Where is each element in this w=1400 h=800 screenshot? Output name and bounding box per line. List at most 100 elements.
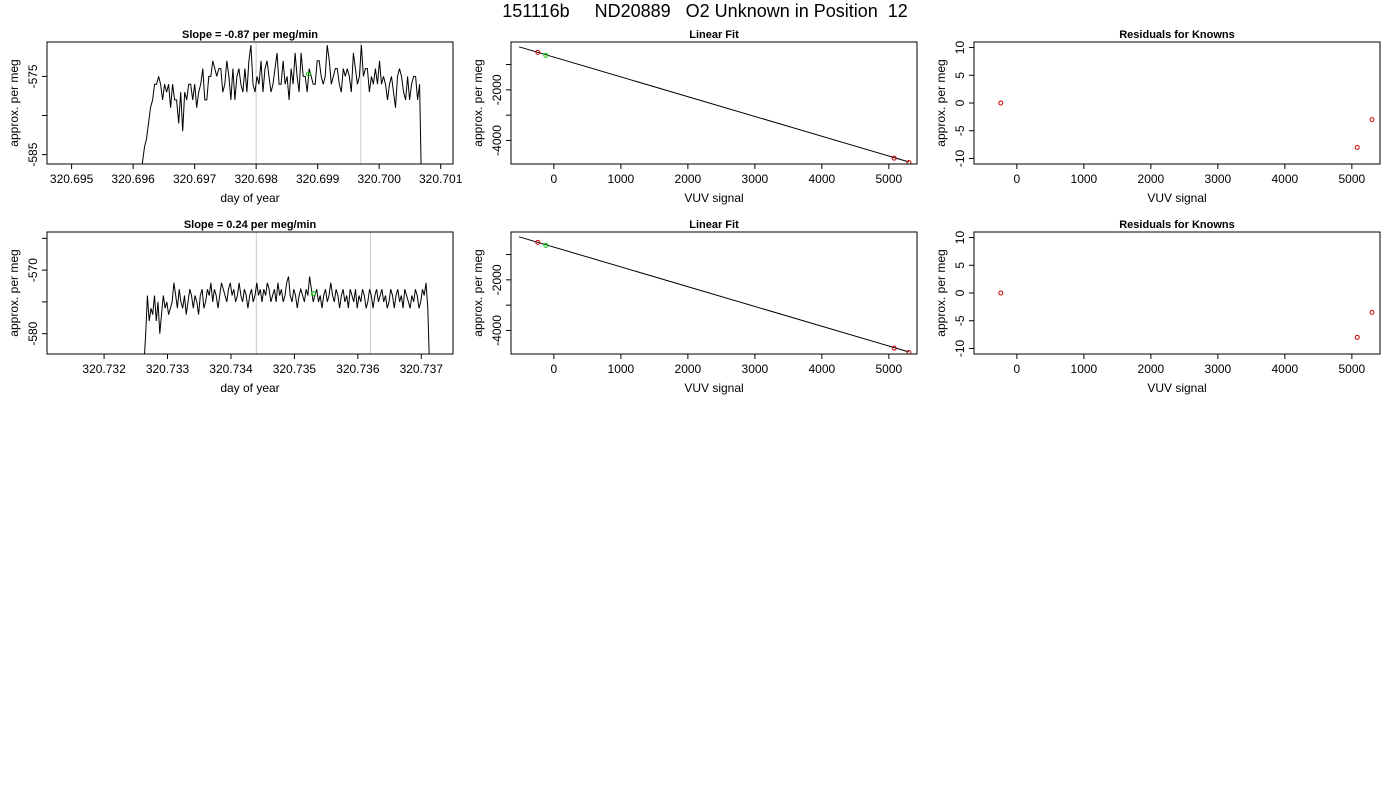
fit-line bbox=[518, 46, 910, 163]
y-tick-label: -10 bbox=[953, 149, 967, 167]
known-point bbox=[891, 345, 897, 351]
plot-area bbox=[518, 46, 912, 164]
x-tick-label: 4000 bbox=[809, 172, 836, 186]
y-tick-label: -2000 bbox=[490, 74, 504, 105]
known-point bbox=[891, 155, 897, 161]
plot-frame bbox=[973, 41, 1381, 165]
x-tick-label: 3000 bbox=[1205, 172, 1232, 186]
chart-panel-5: Linear Fit 0 1000 2000 3000 4000 5000 VUV signa… bbox=[471, 219, 918, 395]
x-tick-label: 2000 bbox=[1138, 362, 1165, 376]
x-tick-label: 0 bbox=[1014, 172, 1021, 186]
y-tick-label: 10 bbox=[953, 231, 967, 245]
x-tick-label: 0 bbox=[1014, 362, 1021, 376]
x-tick-label: 2000 bbox=[675, 172, 702, 186]
plot-area bbox=[141, 42, 422, 164]
chart-title: Linear Fit bbox=[689, 29, 739, 41]
y-axis-label: approx. per meg bbox=[934, 249, 948, 336]
plot-frame bbox=[510, 231, 918, 355]
y-tick-label: -4000 bbox=[490, 315, 504, 346]
x-tick-label: 320.696 bbox=[111, 172, 155, 186]
unknown-marker bbox=[310, 291, 316, 297]
x-tick-label: 320.732 bbox=[82, 362, 126, 376]
x-tick-label: 320.699 bbox=[296, 172, 340, 186]
x-tick-label: 320.701 bbox=[419, 172, 463, 186]
x-tick-label: 2000 bbox=[675, 362, 702, 376]
x-tick-label: 5000 bbox=[1339, 362, 1366, 376]
plot-frame bbox=[46, 231, 454, 355]
x-tick-label: 320.695 bbox=[50, 172, 94, 186]
plot-area bbox=[998, 227, 1375, 340]
known-point bbox=[906, 349, 912, 354]
y-tick-label: -575 bbox=[26, 64, 40, 88]
x-axis-label: VUV signal bbox=[1147, 381, 1206, 395]
y-tick-label: 5 bbox=[953, 72, 967, 79]
chart-title: Residuals for Knowns bbox=[1119, 29, 1235, 41]
x-tick-label: 5000 bbox=[1339, 172, 1366, 186]
x-axis-label: VUV signal bbox=[1147, 191, 1206, 205]
chart-title: Slope = 0.24 per meg/min bbox=[184, 219, 317, 231]
x-axis-label: day of year bbox=[220, 381, 279, 395]
fit-line bbox=[518, 236, 910, 353]
known-point bbox=[535, 49, 541, 55]
residual-point bbox=[1357, 227, 1361, 231]
chart-panel-3: Residuals for Knowns 0 1000 2000 3000 4000 500… bbox=[934, 29, 1381, 205]
residual-point bbox=[1354, 334, 1360, 340]
x-tick-label: 4000 bbox=[809, 362, 836, 376]
chart-title: Linear Fit bbox=[689, 219, 739, 231]
chart-title: Slope = -0.87 per meg/min bbox=[182, 29, 318, 41]
x-tick-label: 0 bbox=[551, 362, 558, 376]
x-tick-label: 320.735 bbox=[273, 362, 317, 376]
series-line bbox=[141, 45, 422, 164]
x-tick-label: 320.737 bbox=[400, 362, 444, 376]
y-tick-label: 10 bbox=[953, 41, 967, 55]
residual-point bbox=[1354, 144, 1360, 150]
plot-frame bbox=[510, 41, 918, 165]
x-tick-label: 320.697 bbox=[173, 172, 217, 186]
y-axis-label: approx. per meg bbox=[7, 59, 21, 146]
x-tick-label: 1000 bbox=[608, 172, 635, 186]
y-tick-label: 0 bbox=[953, 289, 967, 296]
series-line bbox=[144, 276, 430, 354]
x-tick-label: 1000 bbox=[1071, 172, 1098, 186]
plot-area bbox=[518, 236, 912, 354]
y-tick-label: -4000 bbox=[490, 125, 504, 156]
plot-area bbox=[144, 232, 430, 354]
residual-point bbox=[1369, 117, 1375, 123]
y-tick-label: 5 bbox=[953, 262, 967, 269]
y-tick-label: -5 bbox=[953, 125, 967, 136]
x-axis-label: day of year bbox=[220, 191, 279, 205]
x-tick-label: 5000 bbox=[876, 172, 903, 186]
x-tick-label: 5000 bbox=[876, 362, 903, 376]
x-axis-label: VUV signal bbox=[684, 191, 743, 205]
y-axis-label: approx. per meg bbox=[471, 59, 485, 146]
y-tick-label: -2000 bbox=[490, 264, 504, 295]
y-tick-label: -585 bbox=[26, 142, 40, 166]
y-axis-label: approx. per meg bbox=[934, 59, 948, 146]
y-axis-label: approx. per meg bbox=[471, 249, 485, 336]
x-tick-label: 1000 bbox=[608, 362, 635, 376]
x-tick-label: 320.736 bbox=[336, 362, 380, 376]
x-axis-label: VUV signal bbox=[684, 381, 743, 395]
x-tick-label: 320.698 bbox=[234, 172, 278, 186]
y-axis-label: approx. per meg bbox=[7, 249, 21, 336]
residual-point bbox=[998, 100, 1004, 106]
x-tick-label: 3000 bbox=[742, 172, 769, 186]
x-tick-label: 320.700 bbox=[357, 172, 401, 186]
plot-frame bbox=[46, 41, 454, 165]
y-tick-label: 0 bbox=[953, 99, 967, 106]
y-tick-label: -10 bbox=[953, 339, 967, 357]
chart-panel-1: Slope = -0.87 per meg/min 320.695 320.696 3… bbox=[7, 29, 463, 205]
page-title: 151116b ND20889 O2 Unknown in Position 1… bbox=[502, 1, 908, 21]
residual-point bbox=[998, 290, 1004, 296]
chart-panel-2: Linear Fit 0 1000 2000 3000 4000 5000 VUV signa… bbox=[471, 29, 918, 205]
plot-area bbox=[998, 100, 1375, 150]
y-tick-label: -5 bbox=[953, 315, 967, 326]
unknown-point bbox=[543, 242, 549, 248]
y-tick-label: -580 bbox=[26, 321, 40, 345]
x-tick-label: 1000 bbox=[1071, 362, 1098, 376]
y-tick-label: -570 bbox=[26, 258, 40, 282]
x-tick-label: 2000 bbox=[1138, 172, 1165, 186]
plot-frame bbox=[973, 231, 1381, 355]
known-point bbox=[906, 159, 912, 164]
